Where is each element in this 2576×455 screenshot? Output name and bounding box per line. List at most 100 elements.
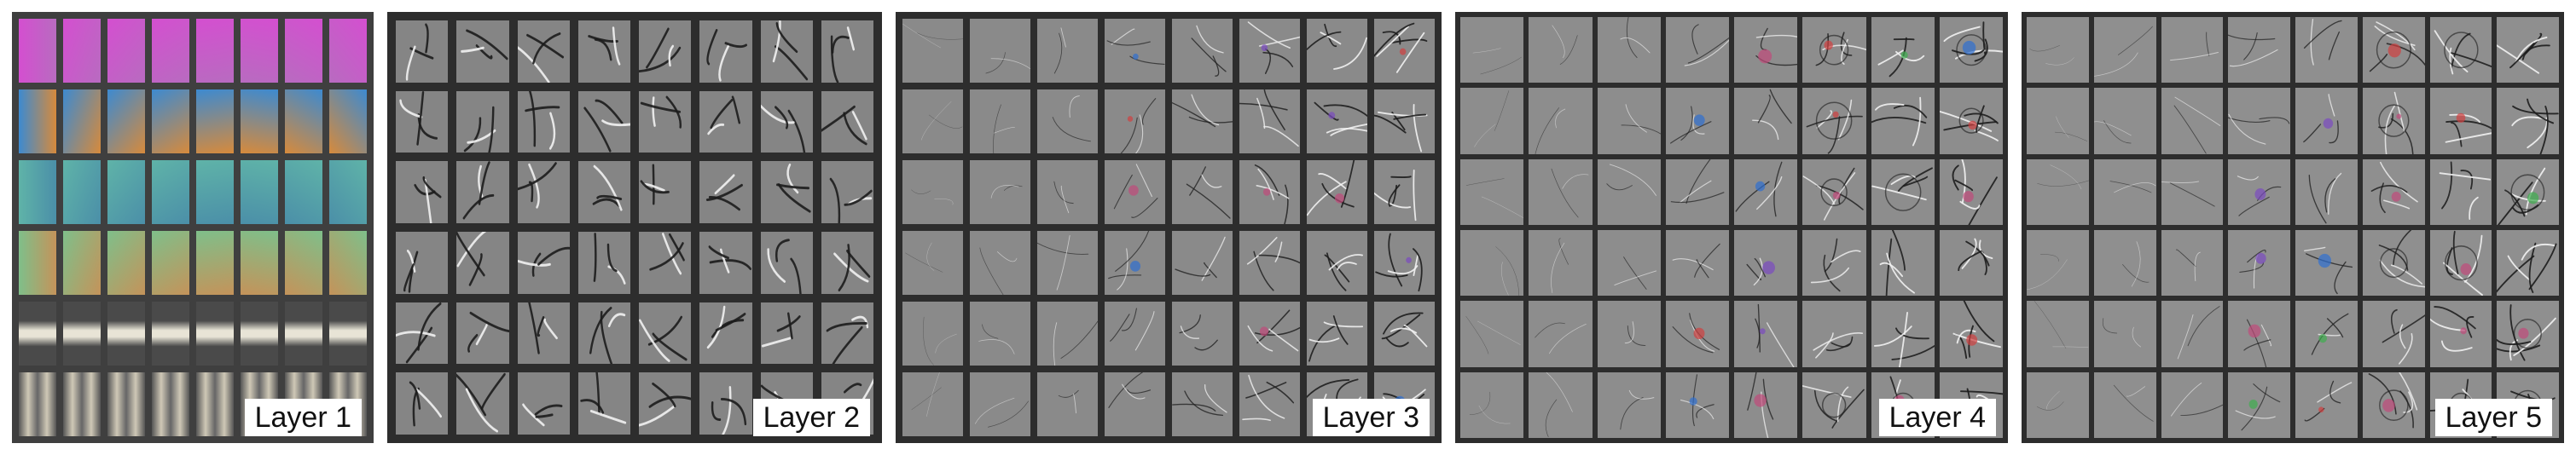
filter-tile: [63, 302, 101, 366]
filter-pattern: [2093, 26, 2153, 77]
filter-pattern: [2303, 94, 2339, 144]
filter-pattern: [517, 162, 557, 209]
filter-tile: [1734, 17, 1798, 84]
filter-tile: [1529, 230, 1593, 297]
filter-tile: [1239, 19, 1300, 83]
layer-4-filter-grid: [1455, 12, 2008, 443]
filter-pattern: [1535, 323, 1587, 354]
filter-tile: [821, 20, 873, 83]
filter-tile: [1239, 231, 1300, 295]
filter-tile: [760, 161, 813, 223]
filter-pattern: [1871, 167, 1933, 211]
filter-pattern: [2434, 30, 2492, 75]
filter-tile: [1871, 230, 1935, 297]
filter-tile: [196, 19, 234, 83]
filter-pattern: [1108, 372, 1152, 408]
filter-tile: [699, 90, 752, 153]
filter-tile: [639, 161, 692, 223]
filter-tile: [760, 302, 813, 365]
filter-tile: [1239, 302, 1300, 366]
filter-tile: [1105, 160, 1165, 224]
filter-tile: [152, 372, 189, 436]
filter-tile: [396, 231, 449, 294]
filter-tile: [1802, 230, 1866, 297]
filter-tile: [1802, 371, 1866, 438]
filter-pattern: [1472, 48, 1522, 75]
filter-tile: [1172, 160, 1233, 224]
filter-tile: [1105, 19, 1165, 83]
filter-pattern: [1620, 104, 1661, 135]
filter-tile: [1665, 88, 1729, 154]
filter-tile: [821, 302, 873, 365]
filter-pattern: [1106, 28, 1165, 65]
filter-tile: [902, 160, 963, 224]
filter-pattern: [1381, 312, 1428, 348]
filter-pattern: [461, 29, 508, 60]
filter-tile: [639, 90, 692, 153]
filter-pattern: [1672, 313, 1720, 354]
filter-pattern: [985, 52, 1030, 74]
filter-pattern: [649, 233, 685, 275]
filter-tile: [2429, 158, 2492, 225]
filter-tile: [2362, 158, 2425, 225]
layer-4-label: Layer 4: [1878, 399, 1996, 436]
filter-tile: [2027, 301, 2089, 367]
filter-pattern: [640, 95, 682, 129]
filter-tile: [107, 231, 145, 295]
filter-tile: [821, 90, 873, 153]
filter-tile: [1734, 158, 1798, 225]
filter-pattern: [1058, 389, 1079, 414]
filter-tile: [1734, 371, 1798, 438]
filter-tile: [2228, 230, 2290, 297]
filter-tile: [1597, 301, 1661, 367]
filter-pattern: [1172, 94, 1233, 128]
filter-tile: [1374, 19, 1435, 83]
filter-pattern: [1108, 231, 1150, 291]
filter-tile: [1734, 88, 1798, 154]
filter-tile: [456, 90, 509, 153]
filter-tile: [2228, 17, 2290, 84]
filter-pattern: [2036, 390, 2064, 411]
filter-tile: [285, 302, 322, 366]
filter-tile: [2295, 17, 2358, 84]
filter-tile: [2161, 17, 2224, 84]
filter-pattern: [2368, 371, 2417, 429]
filter-tile: [1665, 17, 1729, 84]
filter-tile: [699, 161, 752, 223]
filter-pattern: [2497, 242, 2557, 294]
filter-tile: [1529, 158, 1593, 225]
filter-tile: [1871, 158, 1935, 225]
filter-pattern: [2177, 306, 2220, 360]
filter-tile: [2497, 158, 2559, 225]
filter-pattern: [1939, 105, 1999, 142]
filter-pattern: [706, 29, 748, 82]
filter-pattern: [1053, 27, 1066, 74]
filter-tile: [1665, 158, 1729, 225]
filter-tile: [517, 231, 570, 294]
filter-tile: [1307, 302, 1367, 366]
filter-pattern: [517, 32, 564, 83]
filter-tile: [1734, 230, 1798, 297]
filter-tile: [902, 231, 963, 295]
layer-3-label: Layer 3: [1312, 399, 1430, 436]
filter-tile: [1460, 230, 1524, 297]
filter-tile: [1307, 19, 1367, 83]
filter-pattern: [456, 373, 507, 433]
filter-tile: [456, 231, 509, 294]
filter-tile: [2027, 88, 2089, 154]
filter-tile: [241, 160, 278, 224]
filter-pattern: [1246, 236, 1300, 291]
filter-tile: [63, 160, 101, 224]
filter-pattern: [1242, 374, 1295, 422]
filter-tile: [2362, 230, 2425, 297]
filter-tile: [2295, 230, 2358, 297]
filter-tile: [285, 89, 322, 153]
filter-pattern: [1815, 32, 1866, 66]
filter-tile: [1939, 230, 2003, 297]
filter-pattern: [1110, 308, 1155, 351]
filter-tile: [456, 372, 509, 435]
filter-tile: [196, 160, 234, 224]
filter-pattern: [527, 302, 558, 354]
filter-tile: [1871, 301, 1935, 367]
filter-tile: [2093, 301, 2156, 367]
